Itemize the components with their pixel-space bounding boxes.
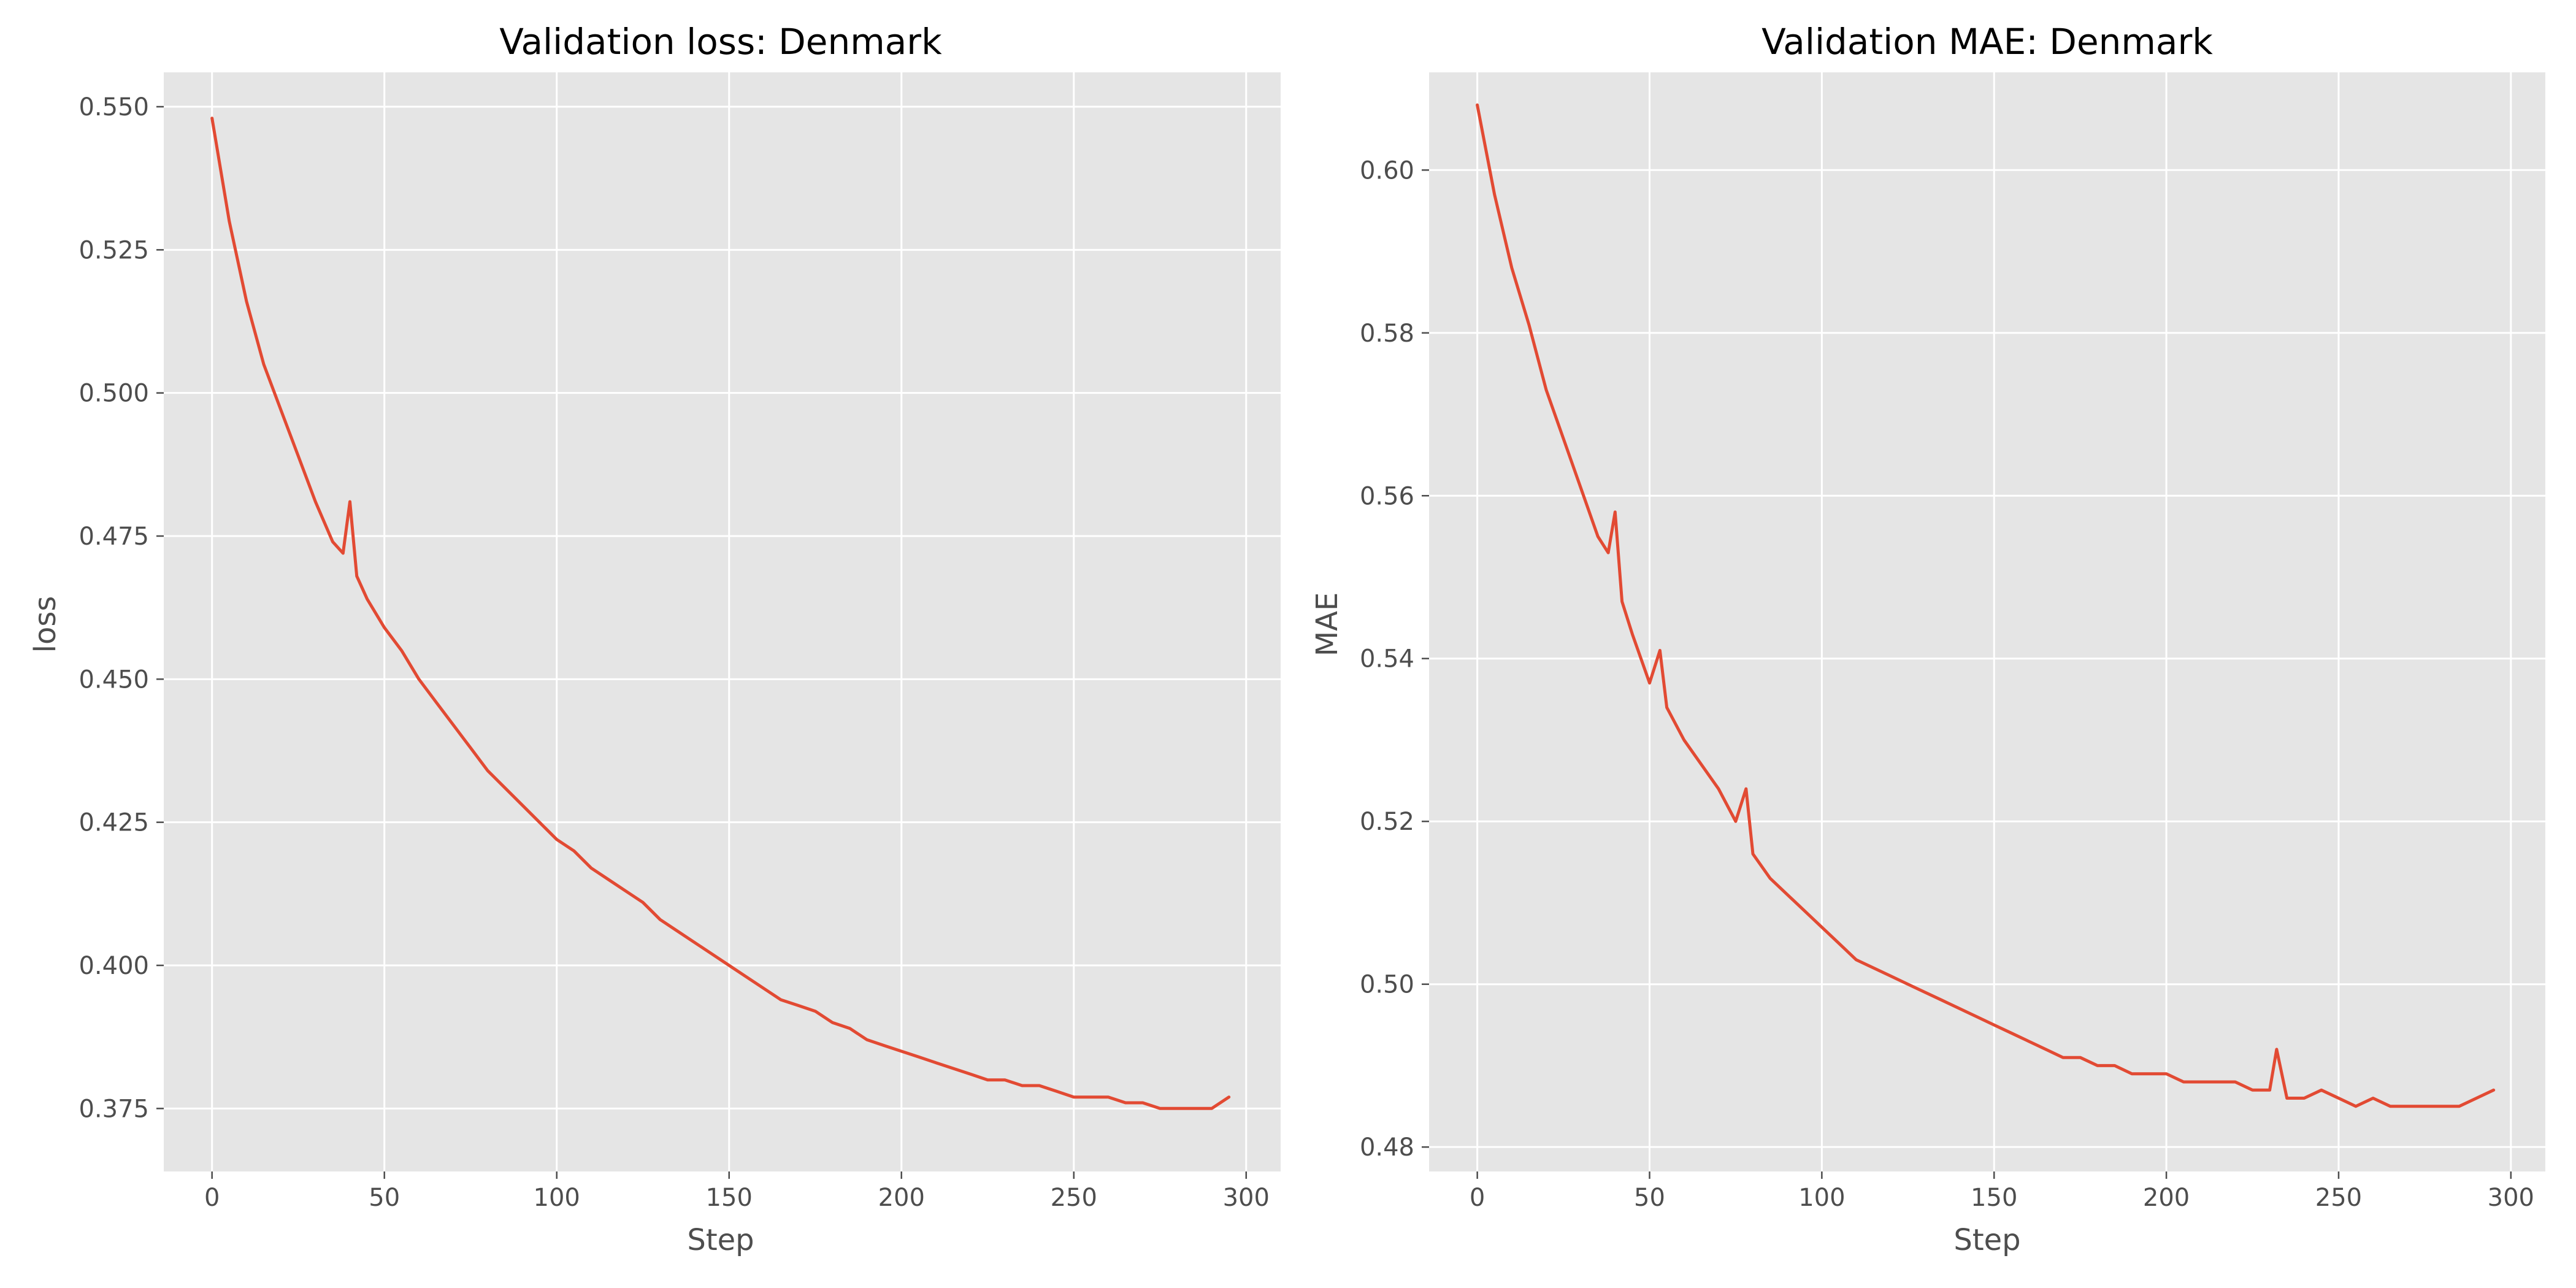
- loss-y-axis-label: loss: [28, 596, 63, 653]
- loss-panel: Validation loss: Denmark 0 50 100 150 200 250…: [28, 21, 1281, 1257]
- mae-x-tick-label: 250: [2315, 1184, 2362, 1212]
- mae-x-tick-label: 150: [1971, 1184, 2017, 1212]
- mae-x-tick-label: 300: [2488, 1184, 2534, 1212]
- loss-x-tick-label: 150: [706, 1184, 753, 1212]
- mae-y-tick-label: 0.52: [1360, 808, 1414, 836]
- mae-x-tick-label: 50: [1634, 1184, 1665, 1212]
- loss-x-tick-label: 100: [534, 1184, 580, 1212]
- mae-y-tick-label: 0.50: [1360, 971, 1414, 999]
- loss-y-tick-label: 0.375: [79, 1095, 149, 1123]
- loss-plot-area: 0 50 100 150 200 250 300 0.375 0.400 0.425 0.450 0.…: [79, 72, 1281, 1212]
- loss-chart-title: Validation loss: Denmark: [499, 21, 942, 63]
- loss-x-tick-label: 250: [1051, 1184, 1097, 1212]
- loss-series-line: [210, 117, 1231, 1110]
- mae-y-tick-label: 0.48: [1360, 1133, 1414, 1162]
- mae-y-tick-label: 0.58: [1360, 320, 1414, 348]
- mae-plot-area: 0 50 100 150 200 250 300 0.48 0.50 0.52 0.54 0.56 0.…: [1360, 72, 2545, 1212]
- mae-panel: Validation MAE: Denmark 0 50 100 150 200 250 3…: [1310, 21, 2545, 1257]
- mae-x-axis-label: Step: [1953, 1223, 2020, 1257]
- mae-plot-background: [1429, 72, 2545, 1171]
- mae-y-tick-label: 0.60: [1360, 156, 1414, 185]
- loss-y-tick-label: 0.525: [79, 236, 149, 264]
- loss-x-tick-label: 200: [878, 1184, 925, 1212]
- loss-y-tick-label: 0.400: [79, 952, 149, 980]
- mae-x-tick-label: 200: [2143, 1184, 2190, 1212]
- mae-y-axis-label: MAE: [1310, 592, 1344, 657]
- loss-plot-background: [164, 72, 1281, 1171]
- loss-x-tick-label: 0: [204, 1184, 220, 1212]
- mae-y-tick-label: 0.54: [1360, 645, 1414, 673]
- loss-x-axis-label: Step: [687, 1223, 754, 1257]
- loss-y-tick-label: 0.450: [79, 665, 149, 694]
- mae-chart-title: Validation MAE: Denmark: [1761, 21, 2213, 63]
- loss-y-tick-label: 0.500: [79, 380, 149, 408]
- mae-series-line: [1476, 103, 2496, 1108]
- mae-x-tick-label: 100: [1798, 1184, 1845, 1212]
- loss-x-tick-label: 50: [369, 1184, 400, 1212]
- mae-x-tick-label: 0: [1470, 1184, 1485, 1212]
- loss-y-tick-label: 0.425: [79, 809, 149, 837]
- loss-x-tick-label: 300: [1223, 1184, 1270, 1212]
- mae-y-tick-label: 0.56: [1360, 482, 1414, 510]
- loss-y-tick-label: 0.475: [79, 523, 149, 551]
- loss-y-tick-label: 0.550: [79, 93, 149, 121]
